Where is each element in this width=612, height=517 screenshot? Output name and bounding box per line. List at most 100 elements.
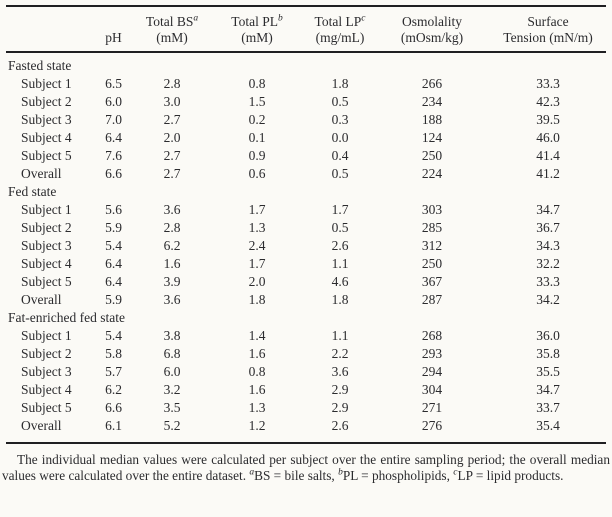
table-container: pH Total BSa (mM) Total PLb (mM) Total LPc (mg… [6,5,606,444]
column-header: Osmolality (mOsm/kg) [374,6,490,52]
cell-value: 1.7 [248,256,266,271]
cell-value: 2.4 [248,238,266,253]
cell-value: 1.6 [248,346,266,361]
column-header: Total BSa (mM) [136,6,208,52]
footnote-text: BS = bile salts, [254,468,339,484]
cell-value: 33.3 [536,76,560,91]
cell-value: 2.8 [163,220,181,235]
cell-value: 3.6 [331,364,349,379]
cell-value: 5.2 [163,418,181,433]
cell-value: 367 [421,274,443,289]
cell-value: 7.6 [105,148,122,163]
cell-value: 32.2 [536,256,560,271]
footnote-superscript: c [453,467,458,478]
footnote-text: PL = phospholipids, [342,468,454,484]
cell-value: 34.3 [536,238,560,253]
cell-value: 1.1 [331,256,349,271]
cell-value: 0.4 [331,148,349,163]
cell-value: 266 [421,76,443,91]
cell-value: 5.7 [105,364,122,379]
footnote-superscript: b [338,467,343,478]
table-row: Overall 5.9 3.6 1.8 1.8 287 34.2 [6,291,606,309]
cell-value: 6.5 [105,76,122,91]
row-label: Subject 3 [21,238,72,253]
cell-value: 2.6 [331,238,349,253]
column-header-bottom: (mM) [241,30,273,45]
column-header-bottom: (mOsm/kg) [400,30,464,45]
table-body: Fasted state Subject 1 6.5 2.8 0.8 1.8 266 33.3… [6,52,606,443]
column-header-bottom: Tension (mN/m) [503,30,593,45]
cell-value: 250 [421,148,443,163]
row-label: Subject 3 [21,112,72,127]
cell-value: 4.6 [331,274,349,289]
cell-value: 36.7 [536,220,560,235]
column-header-bottom: pH [105,30,122,45]
cell-value: 6.1 [105,418,122,433]
table-row: Subject 2 5.8 6.8 1.6 2.2 293 35.8 [6,345,606,363]
cell-value: 0.2 [248,112,266,127]
row-label: Subject 1 [21,76,72,91]
cell-value: 6.2 [105,382,122,397]
cell-value: 3.6 [163,292,181,307]
table-row: Subject 3 5.7 6.0 0.8 3.6 294 35.5 [6,363,606,381]
cell-value: 3.0 [163,94,181,109]
cell-value: 1.5 [248,94,266,109]
row-label: Subject 2 [21,346,72,361]
cell-value: 3.2 [163,382,181,397]
cell-value: 5.6 [105,202,122,217]
cell-value: 6.0 [105,94,122,109]
cell-value: 303 [421,202,443,217]
cell-value: 285 [421,220,443,235]
cell-value: 268 [421,328,443,343]
cell-value: 42.3 [536,94,560,109]
column-header-bottom: (mM) [156,30,188,45]
cell-value: 35.8 [536,346,560,361]
cell-value: 35.5 [536,364,560,379]
column-header: pH [91,6,136,52]
cell-value: 1.7 [248,202,266,217]
cell-value: 1.8 [331,76,349,91]
cell-value: 5.4 [105,328,122,343]
cell-value: 0.0 [331,130,349,145]
table-row: Subject 2 6.0 3.0 1.5 0.5 234 42.3 [6,93,606,111]
cell-value: 188 [421,112,443,127]
cell-value: 41.2 [536,166,560,181]
cell-value: 2.7 [163,166,181,181]
cell-value: 5.9 [105,292,122,307]
column-header [6,6,91,52]
row-label: Subject 5 [21,148,72,163]
cell-value: 6.6 [105,400,122,415]
cell-value: 2.0 [248,274,266,289]
cell-value: 0.5 [331,220,349,235]
row-label: Subject 3 [21,364,72,379]
section-label: Fed state [8,184,57,199]
cell-value: 0.5 [331,94,349,109]
cell-value: 250 [421,256,443,271]
cell-value: 0.3 [331,112,349,127]
cell-value: 304 [421,382,443,397]
section-row: Fat-enriched fed state [6,309,606,327]
cell-value: 0.8 [248,364,266,379]
cell-value: 271 [421,400,443,415]
section-label: Fasted state [8,58,72,73]
column-header-top: Osmolality [402,14,462,29]
cell-value: 1.8 [331,292,349,307]
cell-value: 234 [421,94,443,109]
cell-value: 2.6 [331,418,349,433]
cell-value: 36.0 [536,328,560,343]
row-label: Subject 4 [21,130,72,145]
cell-value: 3.6 [163,202,181,217]
cell-value: 1.6 [248,382,266,397]
column-header-top: Total BSa [145,13,199,29]
table-footnote: The individual median values were calcul… [2,452,610,485]
row-label: Subject 2 [21,94,72,109]
column-header-bottom: (mg/mL) [315,30,365,45]
cell-value: 3.9 [163,274,181,289]
cell-value: 0.6 [248,166,266,181]
column-header-superscript: b [277,13,283,24]
cell-value: 1.2 [248,418,266,433]
cell-value: 34.7 [536,382,560,397]
table-row: Subject 4 6.4 2.0 0.1 0.0 124 46.0 [6,129,606,147]
cell-value: 2.7 [163,112,181,127]
